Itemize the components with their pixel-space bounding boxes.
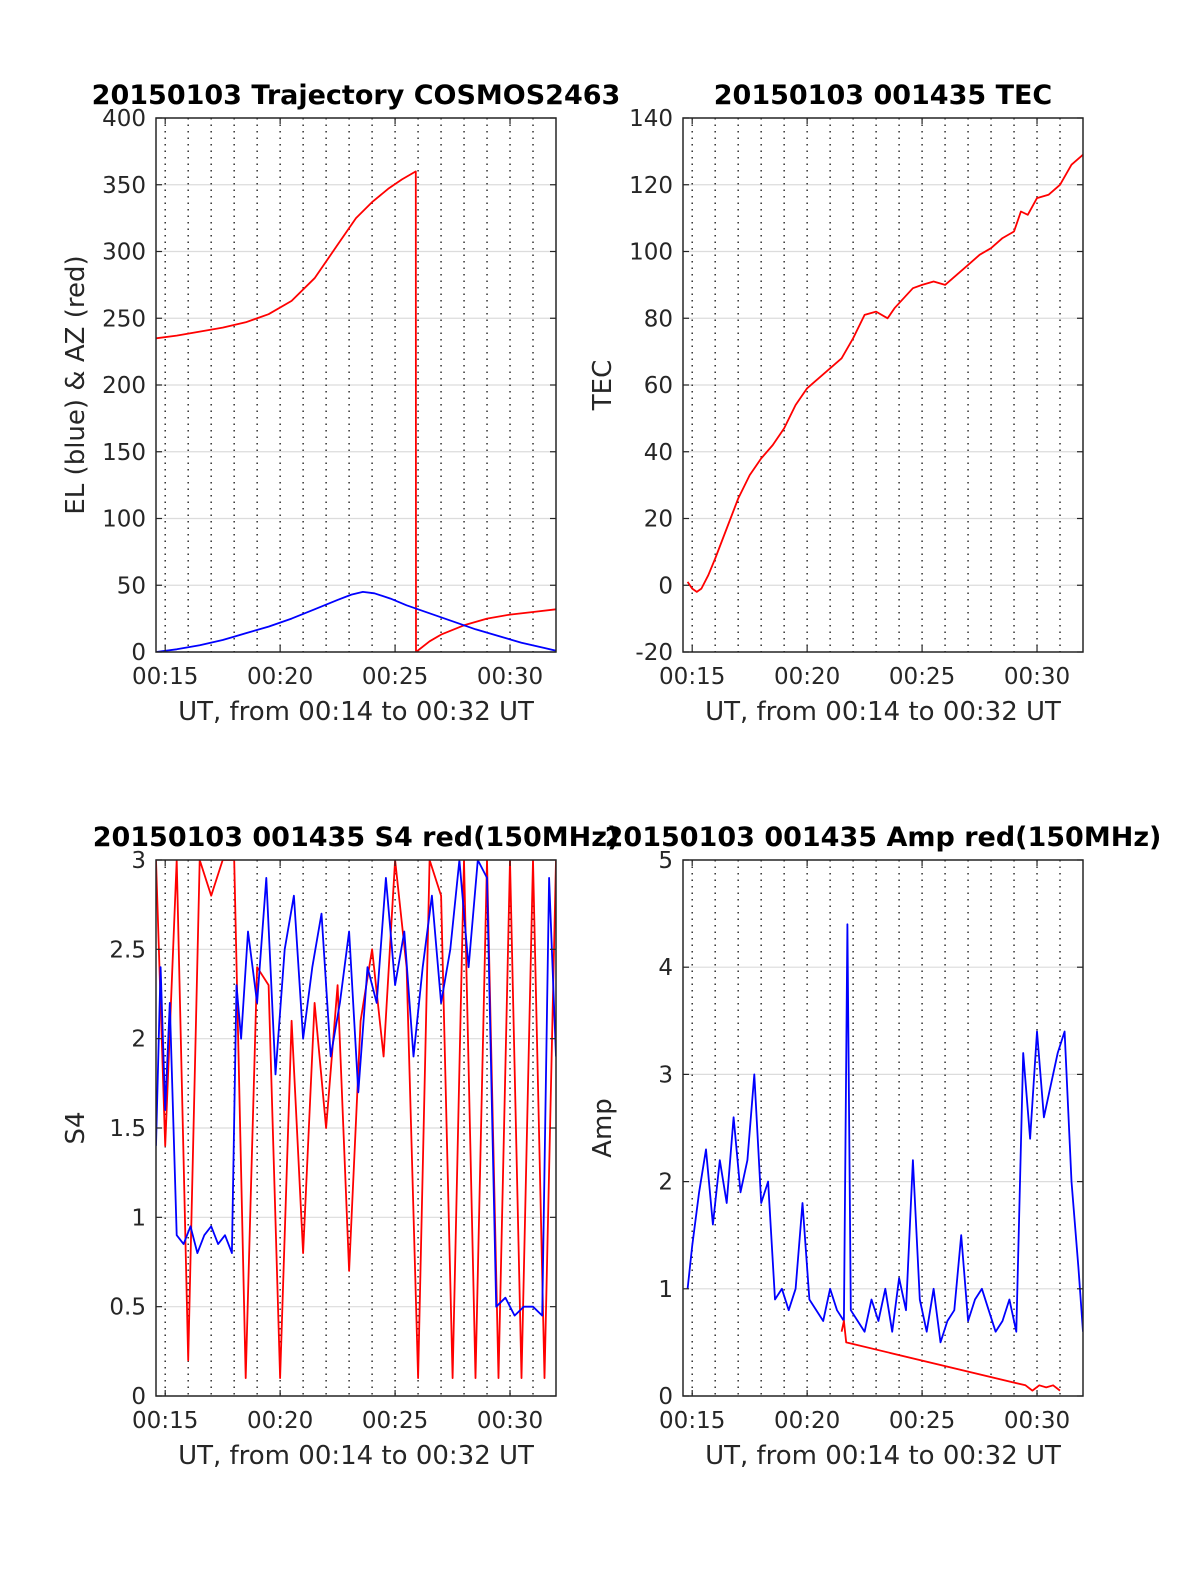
plot-area [683, 860, 1083, 1396]
x-tick-label: 00:30 [477, 664, 543, 690]
x-tick-label: 00:15 [132, 664, 198, 690]
y-tick-label: 0 [658, 573, 673, 599]
x-axis-label: UT, from 00:14 to 00:32 UT [705, 1441, 1061, 1471]
y-tick-label: 4 [658, 955, 673, 981]
series-line-1 [156, 170, 556, 652]
y-tick-label: 2 [131, 1027, 146, 1053]
y-tick-label: 200 [102, 373, 146, 399]
x-tick-label: 00:30 [1004, 664, 1070, 690]
x-tick-label: 00:25 [889, 664, 955, 690]
chart-panel-3: 0 0.5 1 1.5 2 2.5 3 00:15 00:20 00:25 00:30 2015010… [61, 822, 619, 1471]
x-tick-label: 00:20 [247, 1408, 313, 1434]
series-line-2 [156, 860, 556, 1317]
x-tick-label: 00:20 [774, 1408, 840, 1434]
y-tick-label: 50 [117, 573, 146, 599]
y-tick-label: -20 [635, 640, 673, 666]
y-tick-label: 300 [102, 240, 146, 266]
y-tick-label: 0 [658, 1384, 673, 1410]
x-tick-label: 00:25 [362, 1408, 428, 1434]
y-tick-label: 1.5 [109, 1116, 146, 1142]
x-axis-label: UT, from 00:14 to 00:32 UT [178, 697, 534, 727]
x-axis-label: UT, from 00:14 to 00:32 UT [178, 1441, 534, 1471]
y-tick-label: 0 [131, 640, 146, 666]
y-tick-label: 120 [629, 173, 673, 199]
series-group [156, 860, 556, 1379]
series-group [686, 923, 1083, 1392]
series-group [156, 170, 556, 652]
x-tick-label: 00:25 [362, 664, 428, 690]
y-tick-label: 100 [102, 507, 146, 533]
y-tick-label: 40 [644, 440, 673, 466]
y-tick-label: 400 [102, 106, 146, 132]
y-tick-label: 100 [629, 240, 673, 266]
axes-box [682, 859, 1084, 1397]
y-tick-label: 3 [131, 848, 146, 874]
y-tick-label: 1 [658, 1277, 673, 1303]
y-tick-label: 2 [658, 1170, 673, 1196]
x-tick-label: 00:30 [1004, 1408, 1070, 1434]
x-tick-label: 00:15 [132, 1408, 198, 1434]
series-line-2 [156, 591, 556, 652]
chart-panel-2: -20 0 20 40 60 80 100 120 140 00:15 00:20 00:25 00:3… [588, 80, 1084, 727]
series-group [686, 154, 1083, 593]
y-tick-label: 5 [658, 848, 673, 874]
x-tick-label: 00:15 [659, 664, 725, 690]
y-tick-label: 0.5 [109, 1295, 146, 1321]
x-tick-label: 00:30 [477, 1408, 543, 1434]
y-axis-label: TEC [588, 360, 618, 411]
y-tick-label: 80 [644, 306, 673, 332]
y-tick-label: 20 [644, 507, 673, 533]
x-tick-label: 00:20 [247, 664, 313, 690]
series-line-1 [686, 154, 1083, 593]
y-tick-label: 60 [644, 373, 673, 399]
y-axis-label: Amp [588, 1098, 618, 1158]
y-tick-label: 1 [131, 1205, 146, 1231]
y-tick-label: 350 [102, 173, 146, 199]
chart-title: 20150103 001435 TEC [714, 80, 1053, 111]
chart-panel-1: 0 50 100 150 200 250 300 350 400 00:15 00:20 00:25 0… [61, 80, 620, 727]
series-line-1 [686, 923, 1083, 1344]
chart-title: 20150103 001435 S4 red(150MHz) [93, 822, 620, 853]
y-tick-label: 250 [102, 306, 146, 332]
y-axis-label: S4 [61, 1111, 91, 1144]
x-tick-label: 00:20 [774, 664, 840, 690]
y-tick-label: 2.5 [109, 937, 146, 963]
y-tick-label: 0 [131, 1384, 146, 1410]
x-tick-label: 00:25 [889, 1408, 955, 1434]
x-axis-label: UT, from 00:14 to 00:32 UT [705, 697, 1061, 727]
x-tick-label: 00:15 [659, 1408, 725, 1434]
chart-panel-4: 0 1 2 3 4 5 00:15 00:20 00:25 00:30 20150103 00143… [588, 822, 1161, 1471]
series-line-2 [840, 1320, 1061, 1392]
y-tick-label: 3 [658, 1062, 673, 1088]
y-axis-label: EL (blue) & AZ (red) [61, 255, 91, 514]
y-tick-label: 140 [629, 106, 673, 132]
chart-title: 20150103 001435 Amp red(150MHz) [605, 822, 1162, 853]
y-tick-label: 150 [102, 440, 146, 466]
chart-title: 20150103 Trajectory COSMOS2463 [92, 80, 621, 111]
